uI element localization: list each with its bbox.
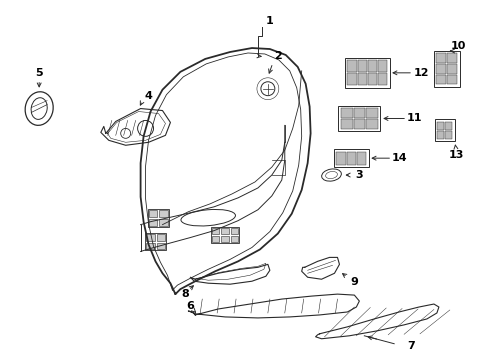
Text: 8: 8 (181, 289, 189, 299)
Bar (339, 105, 380, 131)
Bar (447, 54, 457, 63)
Text: 1: 1 (266, 16, 274, 26)
Text: 5: 5 (35, 68, 43, 78)
Bar (345, 58, 390, 88)
Bar (341, 119, 352, 129)
Bar (146, 243, 154, 249)
Bar (435, 120, 455, 141)
Text: 4: 4 (145, 91, 152, 101)
Bar (354, 108, 365, 118)
Bar (358, 73, 367, 85)
Bar (438, 122, 444, 130)
Bar (145, 233, 167, 251)
Text: 9: 9 (350, 277, 358, 287)
Bar (146, 234, 154, 240)
Bar (156, 234, 166, 240)
Bar (212, 235, 220, 242)
Bar (447, 75, 457, 84)
Text: 10: 10 (451, 41, 466, 51)
Bar (148, 219, 157, 226)
Bar (347, 152, 356, 165)
Bar (438, 131, 444, 139)
Bar (445, 131, 452, 139)
Bar (447, 64, 457, 74)
Text: 12: 12 (413, 68, 429, 78)
Bar (354, 119, 365, 129)
Bar (221, 228, 229, 234)
Bar (368, 60, 377, 72)
Bar (437, 64, 446, 74)
Bar (437, 75, 446, 84)
Bar (147, 209, 170, 227)
Bar (378, 73, 387, 85)
Bar (221, 235, 229, 242)
Bar (148, 210, 157, 217)
Bar (434, 51, 460, 87)
Text: 6: 6 (186, 301, 194, 311)
Text: 11: 11 (406, 113, 422, 123)
Bar (378, 60, 387, 72)
Bar (156, 243, 166, 249)
Text: 2: 2 (274, 51, 282, 61)
Bar (231, 228, 238, 234)
Bar (358, 60, 367, 72)
Text: 13: 13 (449, 150, 465, 160)
Bar (341, 108, 352, 118)
Bar (366, 119, 378, 129)
Text: 7: 7 (407, 341, 415, 351)
Bar (357, 152, 367, 165)
Bar (159, 210, 169, 217)
Text: 3: 3 (356, 170, 363, 180)
Bar (159, 219, 169, 226)
Text: 14: 14 (392, 153, 407, 163)
Bar (437, 54, 446, 63)
Bar (368, 73, 377, 85)
Bar (347, 73, 357, 85)
Bar (366, 108, 378, 118)
Bar (231, 235, 238, 242)
Bar (334, 149, 369, 167)
Bar (445, 122, 452, 130)
Bar (337, 152, 346, 165)
Bar (211, 227, 239, 243)
Bar (212, 228, 220, 234)
Bar (347, 60, 357, 72)
